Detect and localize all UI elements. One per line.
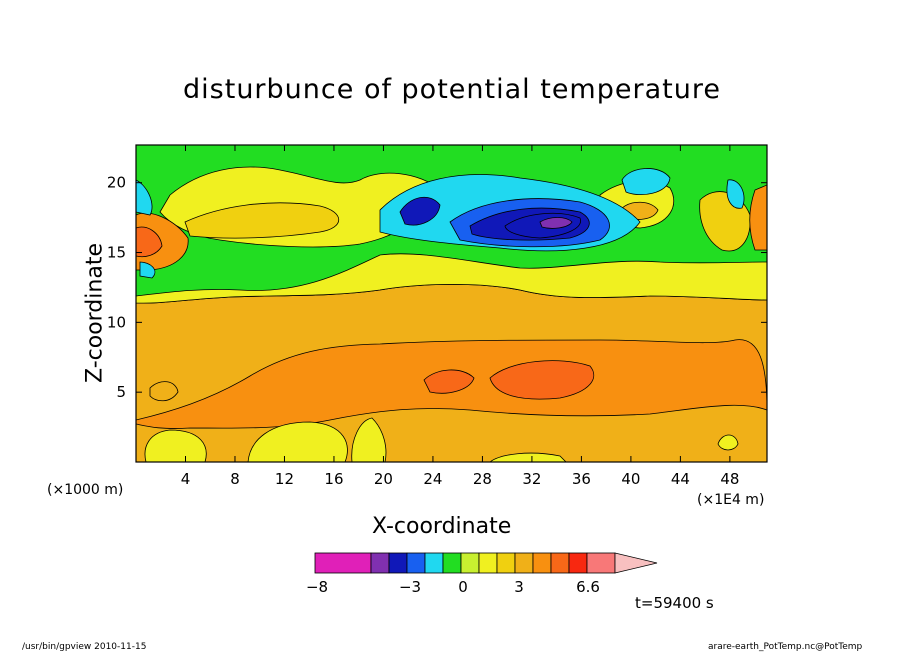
colorbar-segment <box>514 552 534 574</box>
footer-right: arare-earth_PotTemp.nc@PotTemp <box>708 642 863 652</box>
y-tick-label: 15 <box>107 244 126 262</box>
region-red-orange-small <box>423 369 475 394</box>
colorbar-segment <box>568 552 588 574</box>
plot-frame <box>135 144 768 463</box>
colorbar-tick-label: 6.6 <box>576 578 600 596</box>
colorbar-segment <box>478 552 498 574</box>
region-cyan-right <box>621 168 671 195</box>
y-tick-label: 10 <box>107 313 126 331</box>
colorbar <box>314 552 658 574</box>
region-yellow-bottom-mid <box>247 421 348 462</box>
x-tick-label: 28 <box>473 470 492 488</box>
region-right-warm <box>749 184 767 251</box>
x-tick-label: 32 <box>522 470 541 488</box>
colorbar-segment <box>388 552 408 574</box>
region-red-orange-core <box>489 360 595 400</box>
x-tick-label: 8 <box>230 470 240 488</box>
region-left-cyan-low <box>139 261 156 279</box>
region-yellow-bottom-far <box>717 434 739 451</box>
y-tick-label: 20 <box>107 174 126 192</box>
x-unit-right: (×1E4 m) <box>697 492 765 508</box>
colorbar-tick-label: −8 <box>305 578 329 596</box>
x-tick-label: 24 <box>423 470 442 488</box>
region-yellow-bottom-mid2 <box>351 417 387 462</box>
x-tick-label: 16 <box>324 470 343 488</box>
colorbar-tick-label: 0 <box>458 578 468 596</box>
contour-fill <box>136 145 767 462</box>
x-tick-label: 20 <box>374 470 393 488</box>
time-label: t=59400 s <box>635 594 714 612</box>
colorbar-segment <box>496 552 516 574</box>
x-tick-label: 12 <box>275 470 294 488</box>
region-left-hot <box>136 226 163 258</box>
colorbar-tick-label: 3 <box>514 578 524 596</box>
region-purple-core <box>539 217 573 229</box>
region-right-cyan <box>726 179 745 209</box>
colorbar-segment <box>442 552 462 574</box>
region-light-orange-upper <box>184 202 339 239</box>
colorbar-segment <box>314 552 372 574</box>
colorbar-segment <box>532 552 552 574</box>
region-blue-small <box>399 196 441 226</box>
colorbar-segment <box>586 552 616 574</box>
colorbar-tick-label: −3 <box>398 578 422 596</box>
region-yellow-bottom-right <box>489 452 567 462</box>
x-unit-left: (×1000 m) <box>47 482 124 498</box>
y-axis-label: Z-coordinate <box>82 243 108 383</box>
colorbar-extend <box>614 552 658 574</box>
x-tick-label: 4 <box>181 470 191 488</box>
x-tick-label: 40 <box>621 470 640 488</box>
x-tick-label: 36 <box>572 470 591 488</box>
y-tick-label: 5 <box>116 383 126 401</box>
region-yellow-bottom-left <box>144 429 207 462</box>
footer-left: /usr/bin/gpview 2010-11-15 <box>22 642 147 652</box>
colorbar-segment <box>424 552 444 574</box>
colorbar-segment <box>550 552 570 574</box>
x-tick-label: 48 <box>720 470 739 488</box>
x-tick-label: 44 <box>671 470 690 488</box>
colorbar-segment <box>370 552 390 574</box>
region-yellow-band <box>136 253 767 304</box>
region-orange-left-low <box>149 381 179 402</box>
colorbar-segment <box>460 552 480 574</box>
x-axis-label: X-coordinate <box>372 514 512 539</box>
plot-area <box>136 145 767 462</box>
colorbar-segment <box>406 552 426 574</box>
chart-title: disturbunce of potential temperature <box>183 74 721 105</box>
